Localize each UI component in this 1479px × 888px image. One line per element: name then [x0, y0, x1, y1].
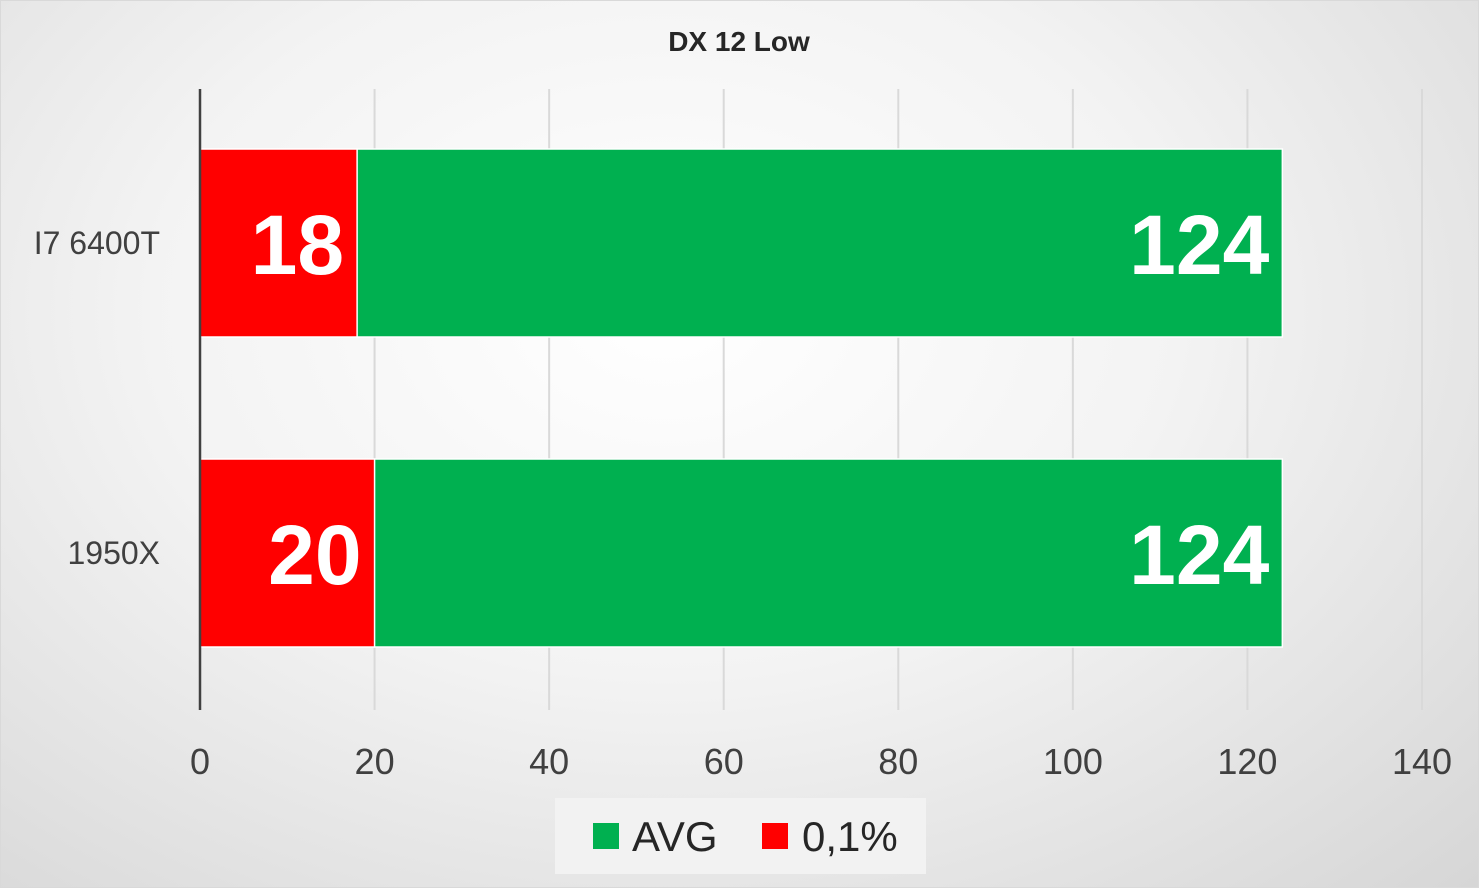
x-tick-label: 120: [1217, 741, 1277, 782]
x-tick-label: 0: [190, 741, 210, 782]
bar-low: [199, 458, 376, 648]
x-tick-label: 100: [1043, 741, 1103, 782]
data-labels: 18 124 20 124: [251, 198, 1270, 602]
x-tick-label: 140: [1392, 741, 1452, 782]
x-tick-label: 20: [355, 741, 395, 782]
category-label: 1950X: [67, 535, 160, 571]
x-tick-label: 60: [704, 741, 744, 782]
legend-label: AVG: [632, 813, 718, 860]
legend-swatch: [593, 823, 619, 849]
data-label: 20: [268, 508, 361, 602]
x-tick-label: 80: [878, 741, 918, 782]
category-label: I7 6400T: [34, 225, 160, 261]
legend: AVG 0,1%: [555, 798, 926, 874]
axis: 0 20 40 60 80 100 120 140 I7 6400T 1950X: [34, 89, 1452, 782]
bar-low: [199, 148, 358, 338]
legend-swatch: [762, 823, 788, 849]
bars: [199, 148, 1284, 648]
legend-label: 0,1%: [802, 813, 898, 860]
data-label: 124: [1129, 198, 1269, 292]
data-label: 18: [251, 198, 344, 292]
chart-title: DX 12 Low: [668, 26, 810, 57]
bar-avg: [199, 148, 1284, 338]
data-label: 124: [1129, 508, 1269, 602]
x-tick-label: 40: [529, 741, 569, 782]
bar-avg: [199, 458, 1284, 648]
